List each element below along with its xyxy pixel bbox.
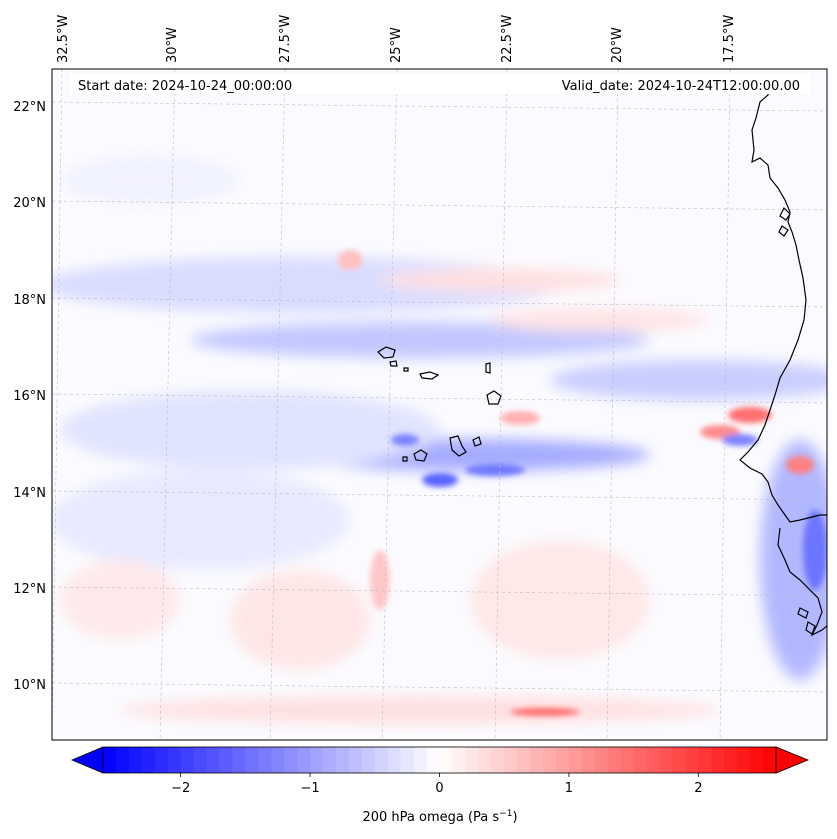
- colorbar-segment: [672, 747, 686, 773]
- lon-tick-label: 32.5°W: [56, 15, 71, 63]
- lat-tick-label: 18°N: [13, 293, 46, 308]
- colorbar-extend-low: [70, 746, 104, 774]
- longitude-labels: 32.5°W 30°W 27.5°W 25°W 22.5°W 20°W 17.5…: [56, 15, 737, 63]
- colorbar-tick-label: −1: [300, 781, 319, 796]
- lon-tick-label: 22.5°W: [500, 15, 515, 63]
- colorbar-segment: [232, 747, 246, 773]
- colorbar-segment: [750, 747, 764, 773]
- colorbar-segment: [193, 747, 208, 773]
- colorbar-segment: [633, 747, 648, 773]
- start-date-label: Start date: 2024-10-24_00:00:00: [78, 79, 292, 94]
- colorbar-segment: [128, 747, 143, 773]
- cape-verde-islands: [377, 346, 502, 462]
- colorbar-segment: [465, 747, 479, 773]
- coastline: [739, 81, 827, 637]
- lat-tick-label: 16°N: [13, 389, 46, 404]
- colorbar-segment: [271, 747, 285, 773]
- valid-date-label: Valid_date: 2024-10-24T12:00:00.00: [562, 79, 800, 94]
- colorbar-segment: [452, 747, 466, 773]
- colorbar-tick-label: 0: [435, 781, 443, 796]
- colorbar-segment: [167, 747, 182, 773]
- colorbar-segment: [154, 747, 169, 773]
- colorbar-segment: [323, 747, 337, 773]
- colorbar-segment: [568, 747, 583, 773]
- colorbar-segment: [180, 747, 195, 773]
- colorbar-segment: [206, 747, 221, 773]
- colorbar-segment: [763, 747, 777, 773]
- colorbar-segment: [724, 747, 738, 773]
- colorbar-tick-label: 2: [694, 781, 702, 796]
- colorbar-segment: [258, 747, 272, 773]
- lon-tick-label: 17.5°W: [722, 15, 737, 63]
- lat-tick-label: 14°N: [13, 486, 46, 501]
- colorbar-segment: [361, 747, 376, 773]
- colorbar-segment: [439, 747, 454, 773]
- colorbar-segment: [555, 747, 570, 773]
- colorbar-segment: [297, 747, 311, 773]
- colorbar-segment: [737, 747, 751, 773]
- colorbar-segment: [478, 747, 492, 773]
- colorbar-segment: [400, 747, 415, 773]
- colorbar-segment: [374, 747, 389, 773]
- colorbar-segment: [620, 747, 635, 773]
- colorbar-segment: [543, 747, 557, 773]
- colorbar-segment: [530, 747, 544, 773]
- colorbar-segment: [581, 747, 596, 773]
- colorbar: −2 −1 0 1 2 200 hPa omega (Pa s−1): [70, 746, 810, 825]
- colorbar-segment: [348, 747, 363, 773]
- colorbar-segment: [141, 747, 156, 773]
- colorbar-segment: [607, 747, 622, 773]
- graticule: [52, 69, 827, 740]
- lon-tick-label: 20°W: [610, 27, 625, 63]
- lat-tick-label: 12°N: [13, 582, 46, 597]
- colorbar-label-exponent: −1: [499, 809, 512, 819]
- colorbar-tick-label: −2: [171, 781, 190, 796]
- colorbar-segment: [413, 747, 428, 773]
- lat-tick-label: 20°N: [13, 196, 46, 211]
- colorbar-label-close: ): [512, 810, 517, 825]
- colorbar-segment: [659, 747, 674, 773]
- colorbar-segment: [310, 747, 324, 773]
- colorbar-segment: [284, 747, 298, 773]
- colorbar-segment: [594, 747, 609, 773]
- colorbar-ticks: −2 −1 0 1 2: [171, 773, 702, 796]
- colorbar-segment: [491, 747, 505, 773]
- colorbar-segment: [517, 747, 531, 773]
- colorbar-segment: [219, 747, 234, 773]
- colorbar-segments: [103, 747, 777, 773]
- colorbar-label-text: 200 hPa omega (Pa s: [362, 810, 499, 825]
- colorbar-label: 200 hPa omega (Pa s−1): [362, 809, 517, 825]
- colorbar-segment: [504, 747, 518, 773]
- colorbar-segment: [646, 747, 661, 773]
- colorbar-segment: [245, 747, 259, 773]
- lon-tick-label: 25°W: [389, 27, 404, 63]
- colorbar-segment: [711, 747, 725, 773]
- map-frame: [51, 68, 828, 741]
- lon-tick-label: 27.5°W: [278, 15, 293, 63]
- colorbar-segment: [698, 747, 712, 773]
- colorbar-segment: [115, 747, 130, 773]
- latitude-labels: 22°N 20°N 18°N 16°N 14°N 12°N 10°N: [13, 100, 46, 693]
- colorbar-segment: [103, 747, 117, 773]
- lat-tick-label: 10°N: [13, 678, 46, 693]
- lon-tick-label: 30°W: [165, 27, 180, 63]
- colorbar-segment: [426, 747, 441, 773]
- colorbar-segment: [335, 747, 350, 773]
- colorbar-segment: [387, 747, 402, 773]
- colorbar-tick-label: 1: [565, 781, 573, 796]
- omega-field: [52, 69, 827, 740]
- colorbar-segment: [685, 747, 699, 773]
- lat-tick-label: 22°N: [13, 100, 46, 115]
- colorbar-extend-high: [775, 746, 810, 774]
